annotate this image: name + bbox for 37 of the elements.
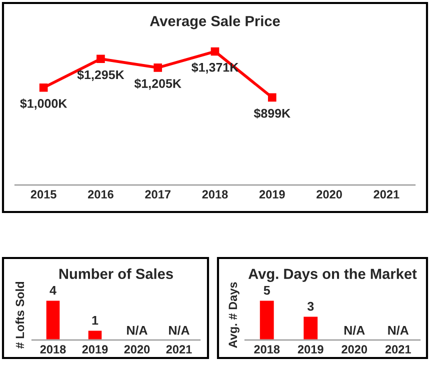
y-axis-title: Avg. # Days — [228, 282, 240, 348]
point — [154, 63, 162, 72]
x-tick-label: 2021 — [374, 190, 400, 199]
data-label: $1,295K — [77, 70, 124, 81]
point — [210, 47, 220, 56]
data-label: 3 — [307, 302, 314, 311]
text: N/A — [127, 326, 148, 335]
x-tick-label: 2016 — [88, 190, 114, 199]
x-tick-label: 2020 — [124, 345, 150, 354]
point — [96, 54, 105, 64]
data-label: 5 — [264, 286, 270, 295]
chart-title: Average Sale Price — [150, 16, 280, 30]
x-tick-label: 2021 — [166, 345, 192, 354]
x-tick-label: 2018 — [254, 345, 280, 354]
data-label: $1,205K — [134, 78, 182, 90]
point — [268, 93, 276, 102]
data-label: 4 — [50, 286, 56, 295]
data-label: $1,000K — [20, 98, 68, 110]
x-tick-label: 2019 — [298, 345, 324, 354]
data-label: $899K — [254, 108, 290, 119]
y-axis-title: # Lofts Sold — [15, 282, 24, 349]
point — [39, 83, 48, 92]
text: N/A — [344, 326, 365, 335]
data-label: 1 — [92, 316, 98, 325]
text: N/A — [169, 326, 190, 335]
chart-title: Avg. Days on the Market — [248, 268, 417, 282]
x-tick-label: 2018 — [202, 190, 228, 199]
x-tick-label: 2021 — [385, 345, 411, 354]
x-tick-label: 2015 — [30, 190, 56, 199]
x-tick-label: 2020 — [316, 190, 342, 199]
x-tick-label: 2017 — [145, 190, 170, 199]
x-tick-label: 2018 — [40, 345, 66, 354]
text: N/A — [388, 326, 409, 335]
x-tick-label: 2019 — [259, 190, 285, 199]
x-tick-label: 2019 — [82, 345, 108, 354]
x-tick-label: 2020 — [342, 345, 368, 354]
chart-title: Number of Sales — [59, 268, 173, 280]
